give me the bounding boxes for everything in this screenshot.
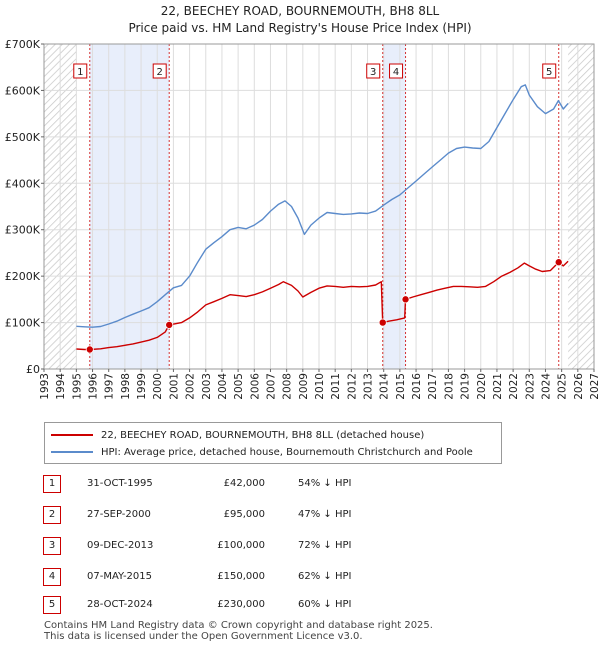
transaction-label: 3 [370,67,376,78]
transaction-label: 4 [393,67,399,78]
y-tick-label: £700K [5,38,41,51]
footer-copyright: Contains HM Land Registry data © Crown c… [44,620,433,631]
x-tick-label: 1994 [55,373,67,400]
hatched-region-right [568,44,594,369]
legend: 22, BEECHEY ROAD, BOURNEMOUTH, BH8 8LL (… [44,422,502,464]
x-tick-label: 2010 [314,373,326,400]
y-tick-label: £0 [26,363,40,376]
row-number: 5 [43,596,61,614]
x-tick-label: 2007 [265,373,277,400]
y-tick-label: £100K [5,317,41,330]
x-tick-label: 2009 [298,373,310,400]
transaction-point [165,320,174,329]
transaction-label-box [389,63,404,79]
row-date: 28-OCT-2024 [87,599,153,610]
x-tick-label: 1996 [88,373,100,400]
x-tick-label: 2024 [540,373,552,400]
row-date: 31-OCT-1995 [87,478,153,489]
row-price: £42,000 [223,478,265,489]
x-tick-label: 2004 [217,373,229,400]
ownership-shade [89,44,170,369]
x-tick-label: 1995 [71,373,83,400]
legend-item-hpi: HPI: Average price, detached house, Bour… [51,444,473,460]
y-tick-label: £600K [5,84,41,97]
legend-line-hpi [51,451,93,453]
row-number: 3 [43,537,61,555]
x-tick-label: 2020 [476,373,488,400]
transaction-label-box [73,63,88,79]
transaction-label: 5 [546,67,552,78]
transaction-point [554,258,563,267]
x-tick-label: 1998 [120,373,132,400]
x-tick-label: 2021 [492,373,504,400]
row-number: 1 [43,475,61,493]
x-tick-label: 2001 [168,373,180,400]
x-tick-label: 2005 [233,373,245,400]
x-tick-label: 2000 [152,373,164,400]
x-tick-label: 2012 [346,373,358,400]
row-hpi-diff: 62% ↓ HPI [298,571,352,582]
row-price: £100,000 [217,540,265,551]
y-tick-label: £500K [5,131,41,144]
chart-title-line1: 22, BEECHEY ROAD, BOURNEMOUTH, BH8 8LL [160,4,440,18]
row-price: £95,000 [223,509,265,520]
x-tick-label: 2027 [589,373,600,400]
x-tick-label: 2022 [508,373,520,400]
transaction-label-box [152,63,167,79]
chart-title-line2: Price paid vs. HM Land Registry's House … [128,21,472,35]
row-price: £150,000 [217,571,265,582]
transaction-label: 2 [157,67,163,78]
legend-label-property: 22, BEECHEY ROAD, BOURNEMOUTH, BH8 8LL (… [101,429,425,441]
footer-licence: This data is licensed under the Open Gov… [44,631,363,642]
transaction-point [378,318,387,327]
transaction-label-box [542,63,557,79]
hpi-series-line [76,84,569,328]
legend-line-property [51,434,93,436]
row-date: 27-SEP-2000 [87,509,151,520]
footer: Contains HM Land Registry data © Crown c… [44,620,433,642]
x-tick-label: 2014 [379,373,391,400]
row-hpi-diff: 47% ↓ HPI [298,509,352,520]
x-tick-label: 1997 [104,373,116,400]
y-tick-label: £300K [5,224,41,237]
row-hpi-diff: 60% ↓ HPI [298,599,352,610]
x-tick-label: 2003 [201,373,213,400]
x-tick-label: 2017 [427,373,439,400]
x-tick-label: 1999 [136,373,148,400]
legend-label-hpi: HPI: Average price, detached house, Bour… [101,446,473,458]
row-date: 09-DEC-2013 [87,540,154,551]
x-tick-label: 2008 [282,373,294,400]
x-tick-label: 2015 [395,373,407,400]
transaction-point [401,295,410,304]
row-price: £230,000 [217,599,265,610]
x-tick-label: 2019 [460,373,472,400]
row-hpi-diff: 54% ↓ HPI [298,478,352,489]
x-tick-label: 2006 [249,373,261,400]
x-tick-label: 2002 [185,373,197,400]
property-series-line [76,260,569,351]
x-tick-label: 2016 [411,373,423,400]
row-number: 2 [43,506,61,524]
x-tick-label: 2023 [524,373,536,400]
y-tick-label: £200K [5,270,41,283]
row-number: 4 [43,568,61,586]
price-chart: 1 2 3 4 5 £0 £100K £200K £300K £400K £500K £600K £7… [5,38,600,400]
legend-item-property: 22, BEECHEY ROAD, BOURNEMOUTH, BH8 8LL (… [51,427,424,443]
transaction-label-box [366,63,381,79]
x-tick-label: 2013 [363,373,375,400]
x-tick-label: 2011 [330,373,342,400]
row-hpi-diff: 72% ↓ HPI [298,540,352,551]
row-date: 07-MAY-2015 [87,571,153,582]
x-tick-label: 2026 [573,373,585,400]
y-tick-label: £400K [5,177,41,190]
x-tick-label: 1993 [39,373,51,400]
x-tick-label: 2025 [557,373,569,400]
transaction-label: 1 [77,67,83,78]
x-tick-label: 2018 [443,373,455,400]
transaction-point [85,345,94,354]
